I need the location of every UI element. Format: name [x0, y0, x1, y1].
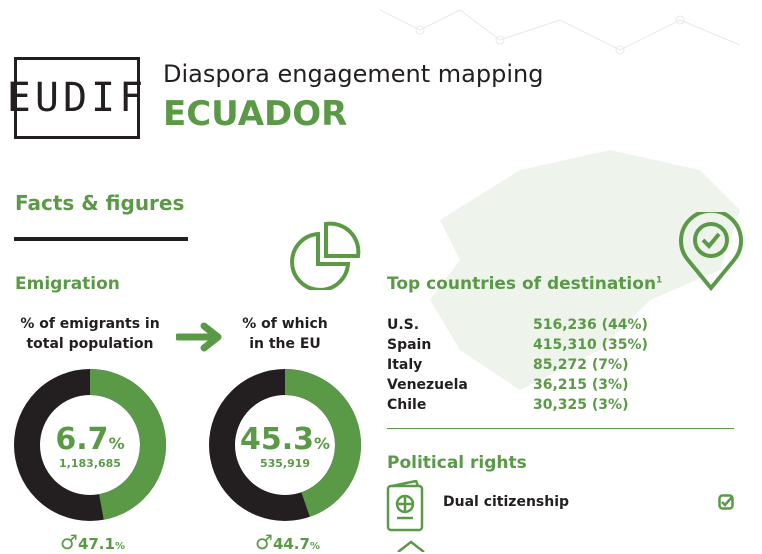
destination-row: Venezuela 36,215 (3%)	[387, 375, 648, 395]
country: Spain	[387, 337, 432, 353]
value: 36,215 (3%)	[533, 377, 629, 393]
total-percent: 6.7	[55, 422, 109, 457]
donut-total	[14, 369, 166, 521]
emigrants-label: % of emigrants in total population	[10, 314, 170, 354]
footnote: 1	[656, 275, 663, 286]
eu-male-share: ♂44.7%	[255, 530, 320, 554]
donut-male-segment	[89, 369, 166, 520]
page-title: Diaspora engagement mapping	[163, 60, 544, 88]
label-line: total population	[26, 336, 154, 352]
destination-row: U.S. 516,236 (44%)	[387, 315, 648, 335]
country: U.S.	[387, 317, 420, 333]
eu-label: % of which in the EU	[205, 314, 365, 354]
section-divider	[14, 237, 188, 241]
pie-chart-icon	[290, 221, 361, 290]
dual-citizenship-label: Dual citizenship	[443, 494, 570, 510]
destinations-title: Top countries of destination1	[387, 274, 662, 294]
value: 516,236 (44%)	[533, 317, 648, 333]
destination-row: Chile 30,325 (3%)	[387, 395, 648, 415]
house-icon	[397, 540, 425, 552]
country: Chile	[387, 397, 427, 413]
male-percent: 47.1	[77, 535, 115, 553]
country: Italy	[387, 357, 423, 373]
ecuador-map-background	[430, 150, 740, 390]
unit: %	[108, 434, 125, 453]
title-text: Top countries of destination	[387, 274, 657, 294]
political-title: Political rights	[387, 453, 527, 473]
unit: %	[114, 541, 125, 552]
destination-row: Italy 85,272 (7%)	[387, 355, 648, 375]
unit: %	[309, 541, 320, 552]
network-pattern-decoration	[379, 9, 741, 55]
destination-row: Spain 415,310 (35%)	[387, 335, 648, 355]
country-name: ECUADOR	[163, 94, 348, 134]
donut-male-segment	[284, 369, 361, 517]
donut-eu	[209, 369, 361, 521]
location-check-icon	[679, 212, 743, 292]
unit: %	[314, 434, 331, 453]
country: Venezuela	[387, 377, 468, 393]
value: 415,310 (35%)	[533, 337, 648, 353]
passport-icon	[386, 480, 424, 532]
checkbox-checked-icon	[718, 494, 734, 510]
logo-text: EUDIF	[6, 75, 148, 121]
label-line: in the EU	[249, 336, 321, 352]
section-title: Facts & figures	[15, 191, 185, 215]
divider	[387, 428, 734, 429]
label-line: % of emigrants in	[20, 316, 160, 332]
total-male-share: ♂47.1%	[60, 530, 125, 554]
male-icon: ♂	[60, 530, 78, 554]
total-center: 6.7% 1,183,685	[30, 422, 150, 470]
eu-count: 535,919	[259, 457, 311, 470]
eu-center: 45.3% 535,919	[225, 422, 345, 470]
male-icon: ♂	[255, 530, 273, 554]
destinations-table: U.S. 516,236 (44%) Spain 415,310 (35%) Italy…	[387, 315, 648, 415]
value: 85,272 (7%)	[533, 357, 629, 373]
emigration-title: Emigration	[15, 274, 120, 294]
total-count: 1,183,685	[59, 457, 121, 470]
donut-charts	[14, 369, 361, 521]
label-line: % of which	[242, 316, 328, 332]
male-percent: 44.7	[272, 535, 310, 553]
arrow-right-icon	[176, 322, 222, 352]
value: 30,325 (3%)	[533, 397, 629, 413]
eudif-logo: EUDIF	[7, 57, 143, 139]
eu-percent: 45.3	[239, 422, 314, 457]
